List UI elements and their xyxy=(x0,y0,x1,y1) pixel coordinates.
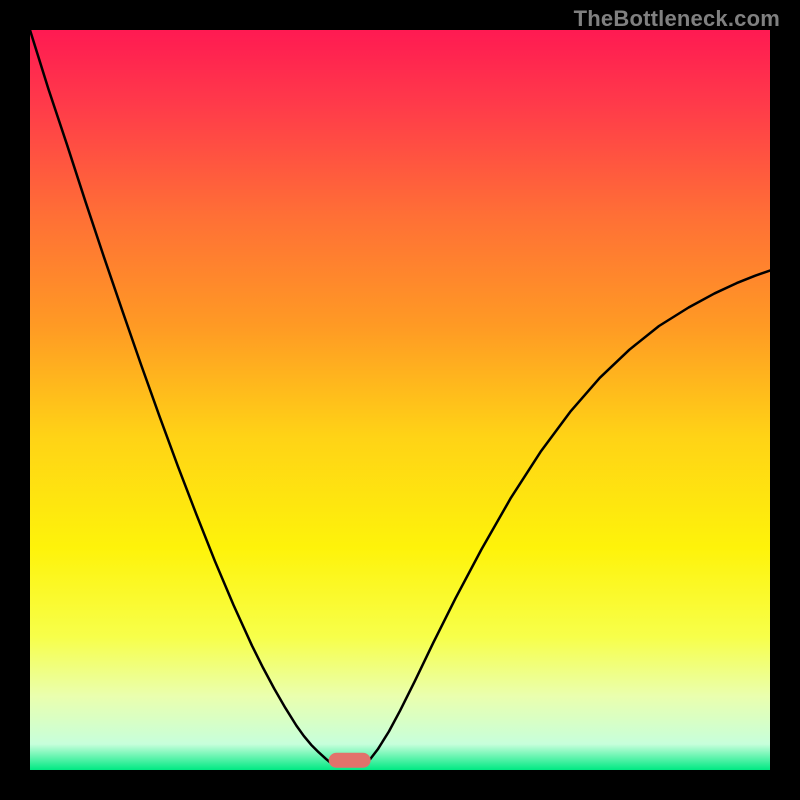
watermark-text: TheBottleneck.com xyxy=(574,6,780,32)
bottleneck-marker xyxy=(329,753,371,768)
plot-svg xyxy=(30,30,770,770)
gradient-background xyxy=(30,30,770,770)
chart-frame: TheBottleneck.com xyxy=(0,0,800,800)
plot-area xyxy=(30,30,770,770)
